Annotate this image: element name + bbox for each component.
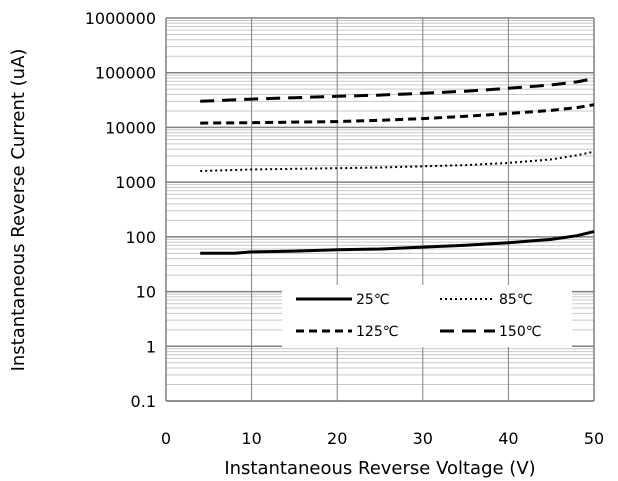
x-axis-title: Instantaneous Reverse Voltage (V) [224, 458, 535, 479]
legend-label-25c: 25℃ [356, 292, 390, 308]
y-tick-label: 0.1 [131, 392, 156, 411]
legend-label-150c: 150℃ [499, 324, 541, 340]
y-tick-label: 1000000 [85, 9, 156, 28]
plot-frame [165, 18, 595, 402]
x-tick-label: 30 [413, 429, 433, 448]
y-tick-label: 1000 [115, 173, 156, 192]
series-line-1 [200, 150, 595, 172]
x-tick-label: 10 [241, 429, 261, 448]
x-tick-label: 20 [327, 429, 347, 448]
y-tick-label: 10000 [105, 118, 156, 137]
legend-label-125c: 125℃ [356, 324, 398, 340]
y-tick-label: 100000 [95, 64, 156, 83]
legend-label-85c: 85℃ [499, 292, 533, 308]
y-tick-label: 1 [146, 337, 156, 356]
legend-box [282, 285, 572, 347]
x-tick-label: 50 [584, 429, 604, 448]
y-tick-label: 100 [125, 228, 156, 247]
x-tick-labels: 0 10 20 30 40 50 [161, 429, 604, 448]
x-tick-label: 40 [498, 429, 518, 448]
y-axis-title: Instantaneous Reverse Current (uA) [8, 49, 29, 372]
y-tick-label: 10 [136, 283, 156, 302]
series-line-0 [200, 230, 595, 255]
series-line-2 [200, 103, 595, 125]
legend: 25℃ 85℃ 125℃ 150℃ [282, 285, 572, 347]
series-line-3 [200, 77, 595, 103]
x-tick-label: 0 [161, 429, 171, 448]
y-tick-labels: 0.1 1 10 100 1000 10000 100000 1000000 [85, 9, 156, 411]
series-layer [200, 77, 595, 255]
